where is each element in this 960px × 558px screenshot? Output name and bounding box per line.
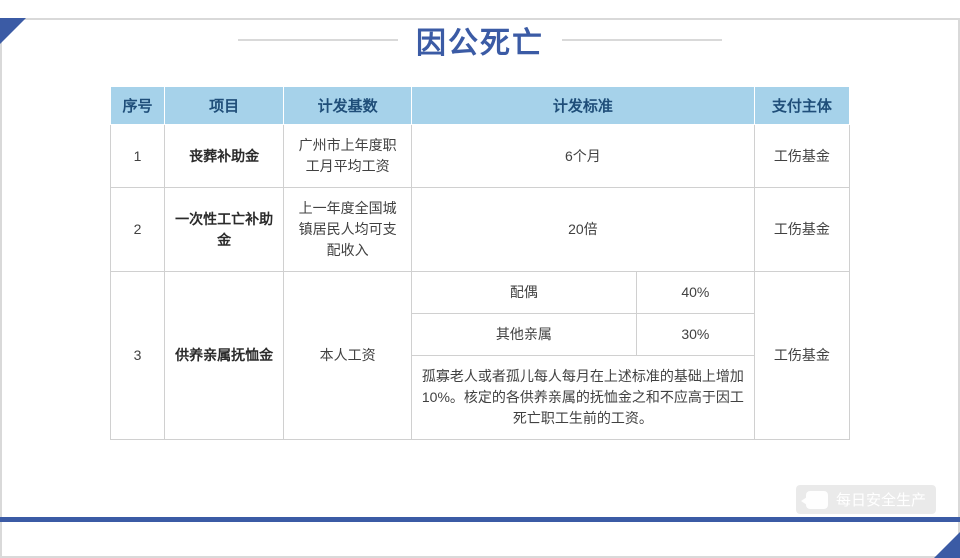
decor-bottom-bar xyxy=(0,517,960,522)
decor-corner-tl xyxy=(0,18,26,44)
slide-frame xyxy=(0,18,960,558)
watermark-text: 每日安全生产 xyxy=(836,489,926,510)
wechat-icon xyxy=(806,491,828,509)
watermark: 每日安全生产 xyxy=(796,485,936,514)
decor-corner-br xyxy=(934,532,960,558)
